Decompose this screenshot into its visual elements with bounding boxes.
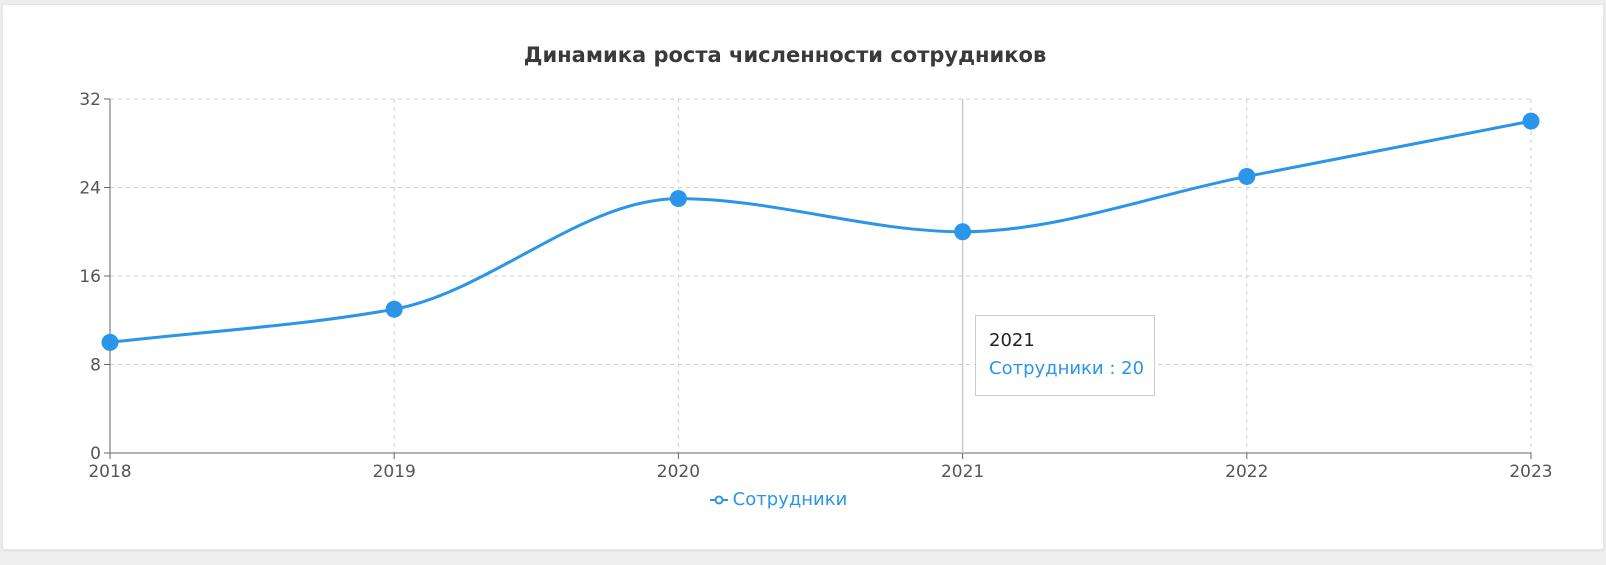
- chart-title: Динамика роста численности сотрудников: [523, 43, 1047, 67]
- legend[interactable]: Сотрудники: [0, 489, 1556, 510]
- legend-item-employees[interactable]: Сотрудники: [732, 489, 848, 510]
- series-line-employees: [109, 119, 1532, 344]
- data-point-2019[interactable]: [385, 300, 403, 318]
- tooltip-value: 20: [1121, 358, 1145, 379]
- x-tick-label: 2023: [1509, 462, 1552, 482]
- tooltip-series-label: Сотрудники: [989, 358, 1104, 379]
- chart-card: Динамика роста численности сотрудников: [2, 4, 1604, 550]
- chart-axes: [109, 99, 1531, 454]
- y-tick-label: 0: [90, 444, 101, 464]
- x-tick-label: 2018: [88, 462, 131, 482]
- tooltip-separator: :: [1103, 358, 1122, 379]
- tooltip-row: Сотрудники : 20: [989, 354, 1154, 384]
- data-point-2018[interactable]: [101, 333, 119, 351]
- y-tick-label: 16: [79, 267, 101, 287]
- x-tick-label: 2022: [1225, 462, 1268, 482]
- tooltip: 2021 Сотрудники : 20: [975, 315, 1155, 396]
- data-point-2022[interactable]: [1238, 167, 1256, 185]
- y-tick-label: 24: [79, 179, 101, 199]
- chart-ticks: 0 8 16 24 32 2018 2019 2020 2021 2022 2023: [79, 90, 1552, 482]
- line-circle-icon: [709, 495, 728, 505]
- data-point-2020[interactable]: [669, 190, 687, 208]
- y-tick-label: 8: [90, 356, 101, 376]
- x-tick-label: 2021: [941, 462, 984, 482]
- data-point-2021[interactable]: [954, 223, 972, 241]
- data-point-2023[interactable]: [1522, 112, 1540, 130]
- chart-grid: [110, 98, 1532, 453]
- x-tick-label: 2019: [373, 462, 416, 482]
- x-tick-label: 2020: [657, 462, 700, 482]
- tooltip-category: 2021: [989, 330, 1035, 351]
- series-points[interactable]: [101, 112, 1540, 351]
- y-tick-label: 32: [79, 90, 101, 110]
